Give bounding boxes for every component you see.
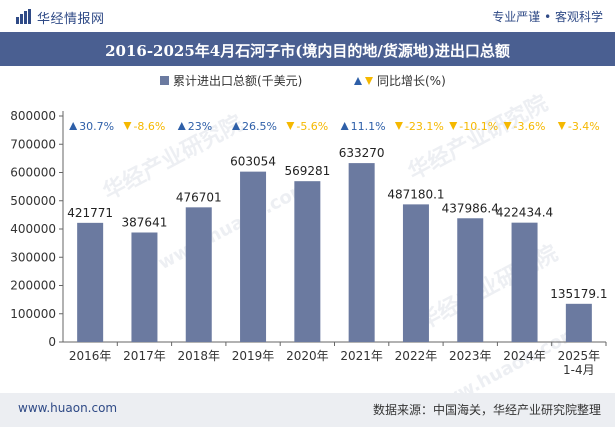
- x-tick-label: 2017年: [123, 349, 166, 363]
- x-tick-label-line: 2022年: [395, 349, 438, 363]
- y-tick-label: 0: [48, 335, 56, 349]
- x-tick-label-line: 2023年: [449, 349, 492, 363]
- growth-down-triangle-icon: [557, 122, 566, 130]
- x-tick-label: 2018年: [177, 349, 220, 363]
- x-tick-label: 2020年: [286, 349, 329, 363]
- bar-value-label: 135179.1: [550, 287, 607, 301]
- y-tick-label: 600000: [10, 166, 56, 180]
- x-tick-label-line: 1-4月: [563, 363, 595, 377]
- growth-label: -10.1%: [459, 120, 498, 133]
- legend-up-triangle-icon: [354, 77, 362, 85]
- chart-area: 累计进出口总额(千美元) 同比增长(%) 0 100000 200000 300000 40…: [10, 74, 607, 377]
- bar-value-label: 603054: [230, 155, 276, 169]
- chart-title: 2016-2025年4月石河子市(境内目的地/货源地)进出口总额: [105, 42, 510, 60]
- legend-label-growth: 同比增长(%): [377, 74, 446, 88]
- logo-icon: [16, 9, 31, 24]
- growth-label: -3.6%: [514, 120, 546, 133]
- growth-label: -3.4%: [568, 120, 600, 133]
- y-tick-label: 700000: [10, 137, 56, 151]
- growth-up-triangle-icon: [177, 122, 186, 130]
- y-tick-label: 500000: [10, 194, 56, 208]
- bar-6: [402, 204, 429, 342]
- growth-down-triangle-icon: [503, 122, 512, 130]
- bar-5: [348, 163, 375, 342]
- x-tick-label-line: 2024年: [503, 349, 546, 363]
- growth-label: 11.1%: [351, 120, 386, 133]
- growth-down-triangle-icon: [449, 122, 458, 130]
- legend-label-bar: 累计进出口总额(千美元): [173, 74, 302, 88]
- top-bar: 华经情报网 专业严谨 • 客观科学: [0, 0, 615, 32]
- x-tick-label: 2023年: [449, 349, 492, 363]
- footer-site-link[interactable]: www.huaon.com: [18, 401, 118, 415]
- growth-down-triangle-icon: [123, 122, 132, 130]
- y-tick-label: 100000: [10, 307, 56, 321]
- x-tick-label-line: 2016年: [69, 349, 112, 363]
- growth-label: 26.5%: [242, 120, 277, 133]
- growth-label: -5.6%: [296, 120, 328, 133]
- bar-4: [294, 181, 321, 342]
- bar-2: [185, 207, 212, 342]
- x-tick-label: 2024年: [503, 349, 546, 363]
- y-tick-label: 300000: [10, 250, 56, 264]
- x-tick-label-line: 2025年: [558, 349, 601, 363]
- y-tick-label: 400000: [10, 222, 56, 236]
- growth-up-triangle-icon: [340, 122, 349, 130]
- x-tick-label-line: 2020年: [286, 349, 329, 363]
- bar-value-label: 569281: [284, 164, 330, 178]
- growth-label: 23%: [188, 120, 212, 133]
- x-tick-label-line: 2019年: [232, 349, 275, 363]
- bar-0: [77, 222, 104, 342]
- bar-value-label: 422434.4: [496, 206, 553, 220]
- bar-7: [457, 218, 484, 342]
- bar-value-label: 487180.1: [387, 187, 444, 201]
- growth-label: -23.1%: [405, 120, 444, 133]
- bar-9: [565, 303, 592, 342]
- x-tick-label: 2016年: [69, 349, 112, 363]
- x-tick-label: 2021年: [340, 349, 383, 363]
- y-tick-label: 200000: [10, 279, 56, 293]
- bar-1: [131, 232, 158, 342]
- x-tick-label-line: 2021年: [340, 349, 383, 363]
- y-tick-label: 800000: [10, 109, 56, 123]
- legend-swatch-bar: [160, 76, 169, 85]
- bar-value-label: 387641: [122, 215, 168, 229]
- bar-value-label: 421771: [67, 206, 113, 220]
- bar-8: [511, 222, 538, 342]
- growth-down-triangle-icon: [394, 122, 403, 130]
- x-tick-label: 2022年: [395, 349, 438, 363]
- bar-3: [240, 171, 267, 342]
- bar-value-label: 437986.4: [442, 201, 499, 215]
- growth-label: 30.7%: [79, 120, 114, 133]
- x-tick-label: 2019年: [232, 349, 275, 363]
- x-tick-label-line: 2018年: [177, 349, 220, 363]
- footer-source: 数据来源：中国海关，华经产业研究院整理: [372, 403, 601, 417]
- brand-name: 华经情报网: [37, 12, 105, 27]
- bar-value-label: 476701: [176, 190, 222, 204]
- x-tick-label: 2025年 1-4月: [558, 349, 601, 377]
- bar-value-label: 633270: [339, 146, 385, 160]
- tagline: 专业严谨 • 客观科学: [492, 10, 603, 24]
- growth-label: -8.6%: [133, 120, 165, 133]
- footer-bar: [0, 393, 615, 427]
- x-tick-label-line: 2017年: [123, 349, 166, 363]
- growth-up-triangle-icon: [232, 122, 241, 130]
- growth-down-triangle-icon: [286, 122, 295, 130]
- title-bar: [0, 32, 615, 66]
- growth-up-triangle-icon: [69, 122, 78, 130]
- legend-down-triangle-icon: [365, 77, 373, 85]
